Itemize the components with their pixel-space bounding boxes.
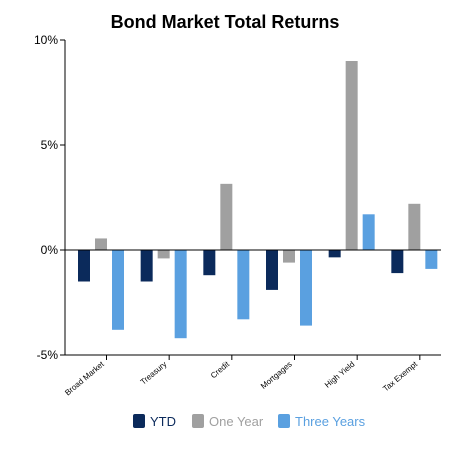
bar (237, 250, 250, 320)
y-tick-label: 10% (34, 33, 58, 47)
x-tick-label: Treasury (139, 360, 169, 387)
legend-label: YTD (150, 414, 176, 429)
y-tick-label: 0% (41, 243, 59, 257)
legend-label: Three Years (295, 414, 366, 429)
bar (112, 250, 124, 330)
bar (157, 250, 170, 259)
bar (328, 250, 341, 258)
bar (95, 238, 107, 250)
bar (203, 250, 216, 276)
legend: YTD One Year Three Years (133, 414, 366, 429)
bar (220, 183, 233, 250)
y-tick-label: -5% (37, 348, 59, 362)
x-tick-label: Credit (209, 359, 232, 380)
bar (425, 250, 438, 269)
legend-label: One Year (209, 414, 264, 429)
x-tick-label: High Yield (323, 360, 356, 390)
bar (140, 250, 153, 282)
x-tick-label: Mortgages (259, 360, 294, 391)
bar (300, 250, 312, 326)
bar (345, 61, 358, 250)
x-tick-label: Tax Exempt (381, 359, 419, 393)
chart-title: Bond Market Total Returns (110, 12, 340, 32)
legend-swatch (192, 414, 204, 428)
bar (174, 250, 187, 339)
y-tick-label: 5% (41, 138, 59, 152)
legend-swatch (133, 414, 145, 428)
bar (283, 250, 295, 263)
x-tick-label: Broad Market (63, 359, 106, 397)
bar (362, 214, 375, 250)
bar (408, 203, 421, 250)
y-axis-ticks: -5% 0% 5% 10% (34, 33, 65, 362)
legend-swatch (278, 414, 290, 428)
bar (266, 250, 278, 290)
bar (78, 250, 90, 282)
bar (391, 250, 404, 274)
bars-group (78, 61, 438, 339)
x-axis-ticks: Broad Market Treasury Credit Mortgages High … (63, 355, 421, 397)
